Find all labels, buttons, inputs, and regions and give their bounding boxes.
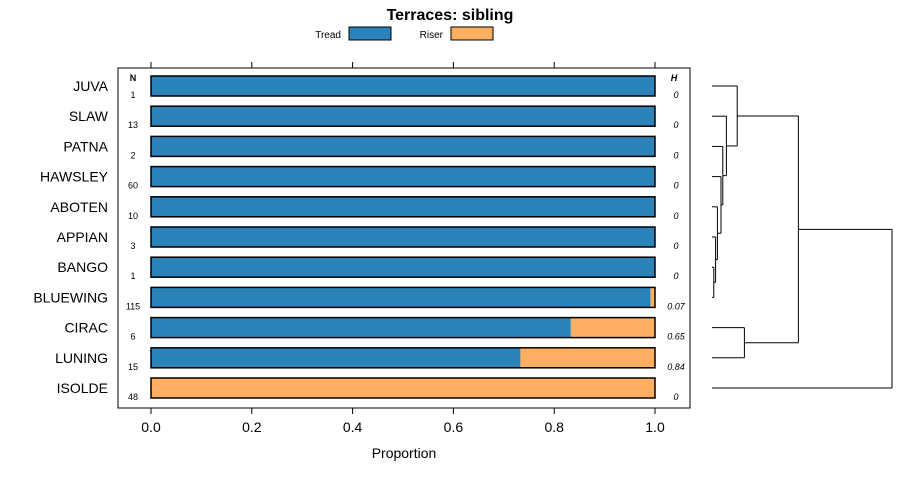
h-value: 0 (673, 181, 678, 191)
h-value: 0 (673, 241, 678, 251)
bar-outline (150, 196, 656, 218)
n-header: N (130, 73, 137, 83)
n-value: 6 (130, 332, 135, 342)
n-value: 48 (128, 392, 138, 402)
h-value: 0 (673, 211, 678, 221)
h-value: 0.65 (667, 332, 686, 342)
bar-segment-tread (151, 227, 655, 247)
bar-row: APPIAN 3 0 (57, 226, 679, 251)
legend-label-riser: Riser (420, 30, 444, 41)
n-value: 3 (130, 241, 135, 251)
bar-outline (150, 286, 656, 309)
bar-segment-tread (151, 287, 651, 308)
n-value: 60 (128, 181, 138, 191)
category-label: JUVA (73, 78, 108, 94)
h-value: 0 (673, 392, 678, 402)
bar-outline (150, 75, 656, 97)
bar-segment-tread (151, 136, 655, 157)
bar-segment-riser (151, 378, 655, 398)
bar-outline (150, 105, 656, 127)
x-axis-label: Proportion (372, 445, 437, 461)
bar-segment-riser (520, 347, 655, 368)
category-label: ABOTEN (50, 199, 108, 215)
bar-segment-tread (151, 196, 655, 217)
dendrogram (712, 85, 893, 389)
h-value: 0 (673, 150, 678, 160)
bar-row: PATNA 2 0 (63, 135, 679, 160)
x-tick-label: 1.0 (645, 419, 665, 435)
category-label: SLAW (69, 108, 109, 124)
legend: Tread Riser (315, 26, 494, 41)
legend-swatch-tread (348, 26, 392, 41)
x-tick-label: 0.0 (141, 419, 161, 435)
n-value: 115 (126, 301, 140, 311)
h-value: 0.84 (667, 362, 685, 372)
bar-segment-tread (151, 106, 655, 127)
bar-outline (150, 347, 656, 369)
category-label: ISOLDE (57, 380, 108, 396)
category-label: BLUEWING (33, 289, 108, 305)
category-label: PATNA (63, 138, 108, 154)
bar-row: LUNING 15 0.84 (55, 347, 685, 372)
bar-row: ISOLDE 48 0 (57, 377, 679, 402)
bar-outline (150, 135, 656, 158)
bar-row: ABOTEN 10 0 (50, 196, 679, 221)
chart-title: Terraces: sibling (387, 7, 514, 24)
category-label: HAWSLEY (40, 169, 109, 185)
bar-row: BANGO 1 0 (57, 256, 679, 281)
x-tick-label: 0.4 (343, 419, 363, 435)
category-label: BANGO (57, 259, 108, 275)
bar-segment-tread (151, 257, 655, 278)
n-value: 13 (128, 120, 138, 130)
category-label: APPIAN (57, 229, 108, 245)
legend-label-tread: Tread (315, 30, 341, 41)
n-value: 15 (128, 362, 138, 372)
n-value: 2 (130, 150, 135, 160)
x-tick-label: 0.6 (444, 419, 464, 435)
x-tick-label: 0.2 (242, 419, 262, 435)
bar-row: SLAW 13 0 (69, 105, 679, 130)
category-label: CIRAC (64, 320, 108, 336)
x-axis: 0.0 0.2 0.4 0.6 0.8 1.0 (141, 62, 665, 435)
bar-outline (150, 165, 656, 188)
bar-row: HAWSLEY 60 0 (40, 165, 679, 191)
bar-segment-tread (151, 166, 655, 187)
bar-outline (150, 316, 656, 339)
n-value: 1 (130, 90, 135, 100)
bar-segment-riser (650, 287, 655, 308)
h-value: 0.07 (667, 301, 686, 311)
x-tick-label: 0.8 (544, 419, 564, 435)
n-value: 10 (128, 211, 138, 221)
bar-outline (150, 256, 656, 278)
bar-outline (150, 226, 656, 248)
bar-segment-tread (151, 347, 521, 368)
bar-row: JUVA 1 0 (73, 75, 679, 100)
bar-segment-tread (151, 317, 571, 338)
bar-row: CIRAC 6 0.65 (64, 316, 686, 342)
bar-segment-tread (151, 76, 655, 96)
bar-row: BLUEWING 115 0.07 (33, 286, 686, 311)
h-header: H (671, 73, 678, 83)
plot-panel (117, 67, 691, 409)
legend-swatch-riser (450, 26, 494, 41)
bar-segment-riser (570, 317, 655, 338)
h-value: 0 (673, 90, 678, 100)
h-value: 0 (673, 271, 678, 281)
h-value: 0 (673, 120, 678, 130)
bar-outline (150, 377, 656, 399)
category-label: LUNING (55, 350, 108, 366)
n-value: 1 (130, 271, 135, 281)
